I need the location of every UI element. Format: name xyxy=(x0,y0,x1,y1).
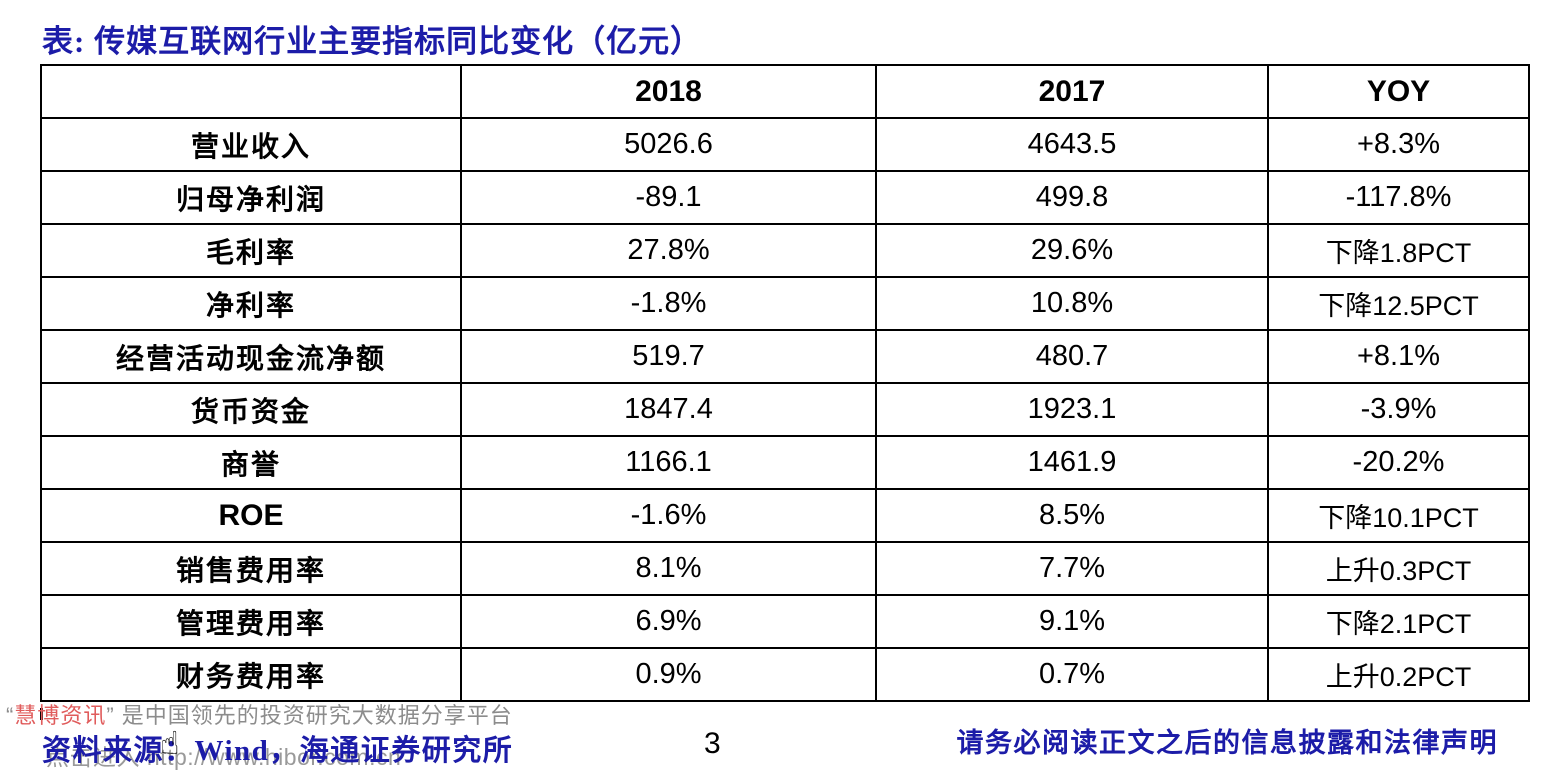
row-label: 财务费用率 xyxy=(40,647,462,702)
table-border-stub xyxy=(40,708,43,720)
value-2017: 480.7 xyxy=(875,329,1269,384)
value-2018: 5026.6 xyxy=(460,117,877,172)
table-title: 表: 传媒互联网行业主要指标同比变化（亿元） xyxy=(42,24,703,59)
row-label: 销售费用率 xyxy=(40,541,462,596)
row-label: 管理费用率 xyxy=(40,594,462,649)
table-row: 商誉 1166.1 1461.9 -20.2% xyxy=(40,435,1530,490)
watermark-open-quote: “ xyxy=(6,703,15,728)
watermark-text: “慧博资讯” 是中国领先的投资研究大数据分享平台 xyxy=(6,698,513,730)
header-2018: 2018 xyxy=(460,64,877,119)
table-row: 营业收入 5026.6 4643.5 +8.3% xyxy=(40,117,1530,172)
hand-cursor-icon: ☝ xyxy=(160,724,180,762)
value-2017: 499.8 xyxy=(875,170,1269,225)
table-row: 管理费用率 6.9% 9.1% 下降2.1PCT xyxy=(40,594,1530,649)
watermark-brand: 慧博资讯 xyxy=(14,703,107,728)
table-row: 归母净利润 -89.1 499.8 -117.8% xyxy=(40,170,1530,225)
value-2018: 8.1% xyxy=(460,541,877,596)
value-2018: 1847.4 xyxy=(460,382,877,437)
value-2018: 6.9% xyxy=(460,594,877,649)
value-yoy: 下降2.1PCT xyxy=(1267,594,1530,649)
value-2017: 0.7% xyxy=(875,647,1269,702)
value-2018: 1166.1 xyxy=(460,435,877,490)
value-2017: 4643.5 xyxy=(875,117,1269,172)
value-2018: -89.1 xyxy=(460,170,877,225)
value-2017: 1461.9 xyxy=(875,435,1269,490)
watermark-tagline: ” 是中国领先的投资研究大数据分享平台 xyxy=(106,703,513,728)
value-yoy: -117.8% xyxy=(1267,170,1530,225)
value-2018: 0.9% xyxy=(460,647,877,702)
indicators-table: 2018 2017 YOY 营业收入 5026.6 4643.5 +8.3% 归母净利润… xyxy=(40,64,1530,702)
legal-disclaimer: 请务必阅读正文之后的信息披露和法律声明 xyxy=(956,728,1498,758)
value-2018: -1.8% xyxy=(460,276,877,331)
value-yoy: 下降12.5PCT xyxy=(1267,276,1530,331)
value-2018: 27.8% xyxy=(460,223,877,278)
value-yoy: 下降10.1PCT xyxy=(1267,488,1530,543)
value-2018: 519.7 xyxy=(460,329,877,384)
header-blank xyxy=(40,64,462,119)
row-label: 货币资金 xyxy=(40,382,462,437)
header-yoy: YOY xyxy=(1267,64,1530,119)
row-label: ROE xyxy=(40,488,462,543)
value-yoy: -3.9% xyxy=(1267,382,1530,437)
header-row: 2018 2017 YOY xyxy=(40,64,1530,119)
page-number: 3 xyxy=(704,727,721,760)
value-yoy: 下降1.8PCT xyxy=(1267,223,1530,278)
source-line: 资料来源：Wind，海通证券研究所 xyxy=(42,735,514,767)
row-label: 营业收入 xyxy=(40,117,462,172)
value-2017: 10.8% xyxy=(875,276,1269,331)
table-body: 营业收入 5026.6 4643.5 +8.3% 归母净利润 -89.1 499.8 -117… xyxy=(40,117,1530,702)
watermark-link: 点击进入 http://www.hibor.com.cn xyxy=(46,744,402,770)
value-yoy: -20.2% xyxy=(1267,435,1530,490)
value-yoy: 上升0.3PCT xyxy=(1267,541,1530,596)
table-row: 净利率 -1.8% 10.8% 下降12.5PCT xyxy=(40,276,1530,331)
value-2017: 1923.1 xyxy=(875,382,1269,437)
row-label: 商誉 xyxy=(40,435,462,490)
value-2017: 9.1% xyxy=(875,594,1269,649)
value-2017: 29.6% xyxy=(875,223,1269,278)
table-row: 销售费用率 8.1% 7.7% 上升0.3PCT xyxy=(40,541,1530,596)
row-label: 经营活动现金流净额 xyxy=(40,329,462,384)
value-yoy: +8.3% xyxy=(1267,117,1530,172)
table-row: 货币资金 1847.4 1923.1 -3.9% xyxy=(40,382,1530,437)
row-label: 净利率 xyxy=(40,276,462,331)
value-yoy: 上升0.2PCT xyxy=(1267,647,1530,702)
value-2018: -1.6% xyxy=(460,488,877,543)
header-2017: 2017 xyxy=(875,64,1269,119)
row-label: 归母净利润 xyxy=(40,170,462,225)
value-2017: 7.7% xyxy=(875,541,1269,596)
table-row: 毛利率 27.8% 29.6% 下降1.8PCT xyxy=(40,223,1530,278)
row-label: 毛利率 xyxy=(40,223,462,278)
table-row: 经营活动现金流净额 519.7 480.7 +8.1% xyxy=(40,329,1530,384)
table-row: 财务费用率 0.9% 0.7% 上升0.2PCT xyxy=(40,647,1530,702)
value-yoy: +8.1% xyxy=(1267,329,1530,384)
table-row: ROE -1.6% 8.5% 下降10.1PCT xyxy=(40,488,1530,543)
value-2017: 8.5% xyxy=(875,488,1269,543)
